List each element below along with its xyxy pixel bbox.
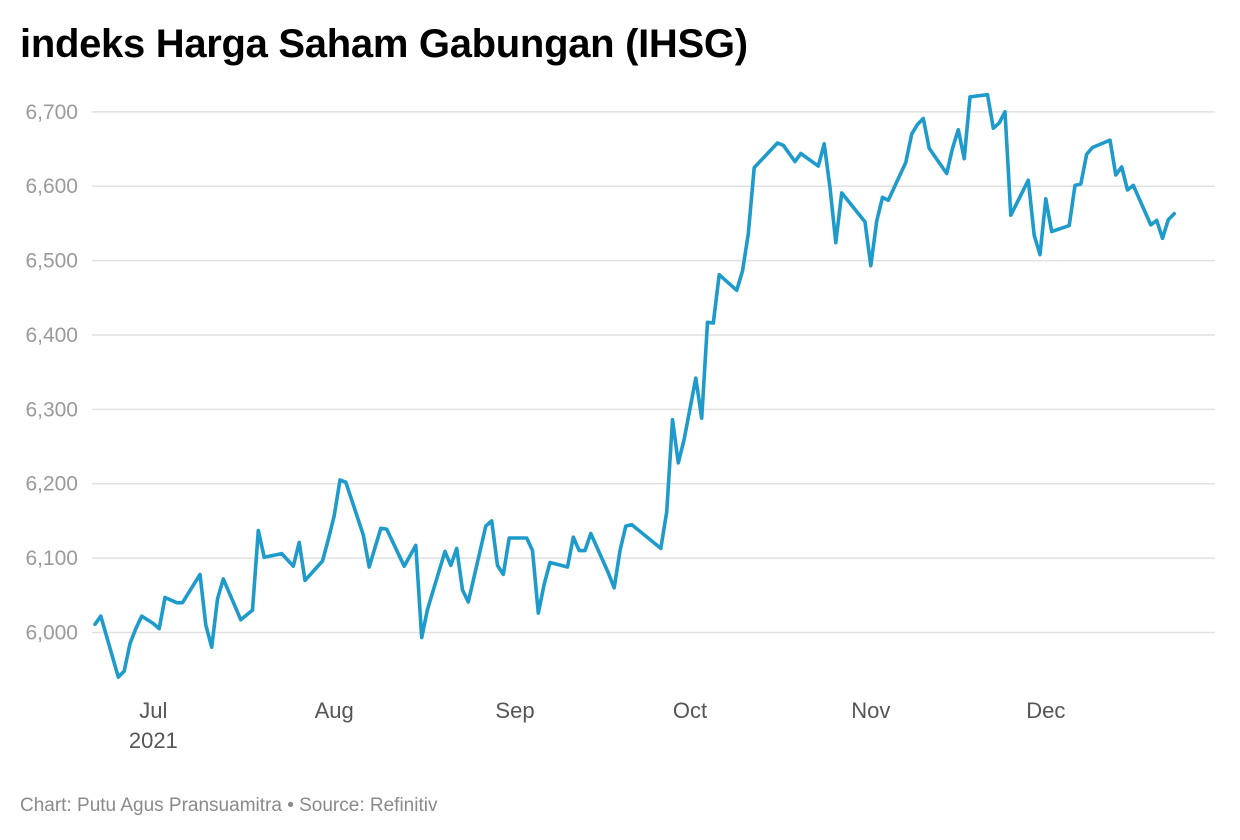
x-tick-label-jul: Jul — [139, 698, 167, 723]
y-tick-label-6700: 6,700 — [25, 101, 78, 124]
x-tick-label-sep: Sep — [495, 698, 534, 723]
x-tick-label-dec: Dec — [1026, 698, 1065, 723]
x-tick-label-oct: Oct — [673, 698, 707, 723]
line-chart: 6,000 6,100 6,200 6,300 6,400 6,500 6,600 6,700… — [25, 92, 1215, 753]
y-tick-label-6400: 6,400 — [25, 324, 78, 347]
y-tick-label-6600: 6,600 — [25, 175, 78, 198]
y-tick-label-6000: 6,000 — [25, 621, 78, 644]
y-tick-label-6200: 6,200 — [25, 473, 78, 496]
x-tick-sublabel-year: 2021 — [129, 728, 178, 753]
x-tick-label-aug: Aug — [315, 698, 354, 723]
y-tick-label-6300: 6,300 — [25, 398, 78, 421]
y-axis-ticks: 6,000 6,100 6,200 6,300 6,400 6,500 6,600 6,700 — [25, 101, 78, 645]
x-tick-label-nov: Nov — [851, 698, 890, 723]
chart-title: indeks Harga Saham Gabungan (IHSG) — [20, 22, 748, 66]
series-layer — [93, 92, 1176, 679]
chart-footer-credit: Chart: Putu Agus Pransuamitra • Source: … — [20, 795, 438, 816]
gridlines — [92, 111, 1215, 634]
x-axis-ticks: Jul 2021 Aug Sep Oct Nov Dec — [129, 698, 1066, 753]
y-tick-label-6500: 6,500 — [25, 250, 78, 273]
series-line-ihsg — [93, 92, 1176, 679]
y-tick-label-6100: 6,100 — [25, 547, 78, 570]
